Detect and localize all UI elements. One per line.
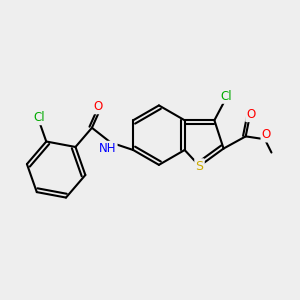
Text: O: O (246, 108, 256, 121)
Text: Cl: Cl (220, 90, 232, 103)
Text: O: O (262, 128, 271, 141)
Text: S: S (196, 160, 203, 172)
Text: O: O (94, 100, 103, 113)
Text: NH: NH (99, 142, 116, 155)
Text: Cl: Cl (33, 111, 45, 124)
